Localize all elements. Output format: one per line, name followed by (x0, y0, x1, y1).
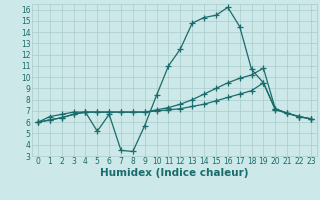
X-axis label: Humidex (Indice chaleur): Humidex (Indice chaleur) (100, 168, 249, 178)
